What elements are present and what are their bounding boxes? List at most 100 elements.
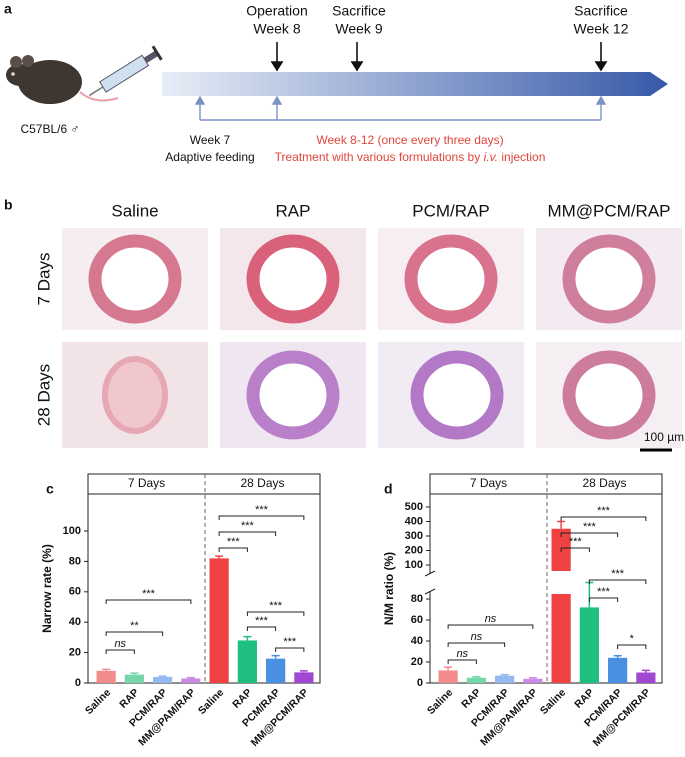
bar [438, 670, 458, 683]
bar-break-gap [550, 571, 572, 594]
start-note: Adaptive feeding [165, 150, 254, 164]
error-bar [585, 581, 594, 608]
significance-bracket [246, 626, 277, 631]
significance-bracket [560, 547, 590, 552]
significance-label: *** [583, 521, 597, 533]
significance-label: ns [485, 613, 497, 625]
charts: 7 Days 28 Days 0 20 40 60 80 100 Narrow rate (%)… [40, 473, 663, 749]
event-week: Week 8 [253, 21, 300, 37]
significance-label: *** [241, 520, 255, 532]
significance-label: *** [255, 615, 269, 627]
error-bar [528, 677, 537, 679]
y-tick-label: 0 [75, 677, 81, 689]
event-week: Week 9 [335, 21, 382, 37]
bar [153, 676, 173, 683]
event-title: Sacrifice [574, 3, 628, 19]
x-tick-label: Saline [83, 686, 113, 716]
error-bar [557, 520, 566, 529]
bar [466, 677, 486, 683]
significance-bracket [560, 516, 647, 521]
x-tick-label: Saline [538, 686, 568, 716]
bar [636, 672, 656, 683]
y-tick-label: 300 [405, 530, 423, 542]
significance-bracket [105, 599, 192, 604]
significance-label: *** [227, 536, 241, 548]
significance-bracket [560, 532, 619, 537]
column-title: PCM/RAP [412, 201, 489, 220]
event-title: Operation [246, 3, 307, 19]
x-tick-label: RAP [230, 687, 254, 711]
group-label: 28 Days [582, 476, 626, 490]
significance-bracket [617, 644, 647, 649]
significance-bracket [105, 649, 135, 654]
column-title: RAP [276, 201, 311, 220]
axis-break-mark [424, 570, 436, 595]
y-tick-label: 0 [417, 677, 423, 689]
error-bar [613, 654, 622, 658]
significance-bracket [246, 611, 305, 616]
error-bar [215, 555, 224, 559]
group-label: 28 Days [240, 476, 284, 490]
vessel-wall [410, 350, 504, 440]
group-label: 7 Days [470, 476, 507, 490]
mouse-icon [6, 55, 119, 104]
y-tick-label: 80 [411, 593, 423, 605]
scale-bar-label: 100 µm [644, 430, 684, 444]
bar [551, 528, 571, 683]
y-tick-label: 40 [411, 635, 423, 647]
x-tick-label: RAP [459, 687, 483, 711]
group-label: 7 Days [128, 476, 165, 490]
y-tick-label: 200 [405, 544, 423, 556]
vessel-wall [246, 350, 340, 440]
event-arrows [270, 42, 608, 72]
error-bar [186, 676, 195, 679]
significance-label: *** [255, 504, 269, 516]
treatment-route: i.v. [484, 150, 498, 164]
vessel-wall [102, 356, 168, 434]
bar-chart: 7 Days 28 Days 0 20 40 60 80 100 Narrow rate (%)… [40, 473, 321, 749]
significance-bracket [447, 642, 506, 647]
y-tick-label: 60 [69, 586, 81, 598]
error-bar [500, 673, 509, 676]
significance-bracket [218, 547, 248, 552]
y-tick-label: 20 [411, 656, 423, 668]
significance-bracket [588, 597, 619, 602]
y-axis-label: Narrow rate (%) [40, 544, 54, 633]
x-tick-label: Saline [196, 686, 226, 716]
x-tick-label: RAP [572, 687, 596, 711]
significance-label: *** [597, 505, 611, 517]
y-tick-label: 20 [69, 647, 81, 659]
bar [209, 558, 229, 683]
treatment-text: injection [498, 150, 545, 164]
significance-label: * [630, 633, 635, 645]
row-title: 28 Days [34, 364, 53, 426]
y-axis-label: N/M ratio (%) [382, 552, 396, 625]
treatment-bracket [194, 95, 607, 121]
significance-bracket [447, 659, 477, 664]
panel-label: b [4, 197, 13, 213]
error-bar [271, 654, 280, 659]
column-title: MM@PCM/RAP [547, 201, 670, 220]
bar-chart: 7 Days 28 Days 0 20 40 60 80 100 200 300 400 500 N/M… [382, 473, 663, 749]
error-bar [299, 670, 308, 673]
panel-label: a [4, 1, 12, 17]
start-week: Week 7 [190, 133, 231, 147]
significance-label: *** [611, 568, 625, 580]
significance-label: ns [114, 638, 126, 650]
event-title: Sacrifice [332, 3, 386, 19]
bar [181, 678, 201, 683]
event-week: Week 12 [574, 21, 629, 37]
vessel-wall [562, 234, 656, 324]
treatment-line: Week 8-12 (once every three days) [316, 133, 503, 147]
row-title: 7 Days [34, 253, 53, 306]
bar [579, 607, 599, 683]
significance-bracket [218, 531, 277, 536]
error-bar [102, 668, 111, 671]
y-tick-label: 500 [405, 501, 423, 513]
y-tick-label: 60 [411, 614, 423, 626]
strain-label: C57BL/6 ♂ [20, 122, 79, 136]
error-bar [444, 666, 453, 671]
plot-frame [87, 473, 321, 684]
significance-label: *** [269, 600, 283, 612]
